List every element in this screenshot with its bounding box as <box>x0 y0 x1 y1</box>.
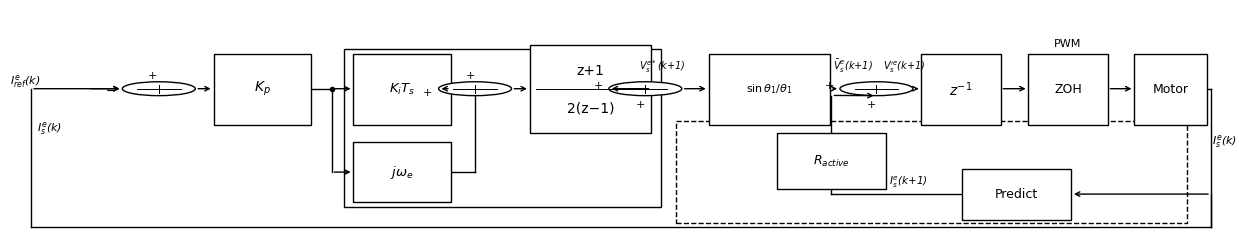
Text: $K_iT_s$: $K_iT_s$ <box>389 82 415 97</box>
Bar <box>343 49 662 207</box>
Text: PWM: PWM <box>1054 39 1082 49</box>
Text: $R_{active}$: $R_{active}$ <box>813 154 850 169</box>
Text: $K_p$: $K_p$ <box>254 80 270 98</box>
Text: $V^{\prime e}_s$(k+1): $V^{\prime e}_s$(k+1) <box>882 59 926 75</box>
Bar <box>1028 54 1108 125</box>
Text: +: + <box>636 100 646 110</box>
Text: $\bar{V}^e_s$(k+1): $\bar{V}^e_s$(k+1) <box>833 58 872 75</box>
Text: $\sin\theta_1/\theta_1$: $\sin\theta_1/\theta_1$ <box>746 82 793 96</box>
Bar <box>709 54 830 125</box>
Bar <box>675 121 1187 223</box>
Bar <box>1135 54 1207 125</box>
Bar <box>922 54 1001 125</box>
Text: +: + <box>867 100 876 110</box>
Text: $j\omega_e$: $j\omega_e$ <box>390 164 414 181</box>
Text: Predict: Predict <box>995 188 1038 201</box>
Text: +: + <box>422 88 432 98</box>
Circle shape <box>608 82 681 96</box>
Text: −: − <box>105 85 116 98</box>
Text: $I^e_s$(k): $I^e_s$(k) <box>37 120 62 137</box>
Bar <box>213 54 311 125</box>
Text: $I^e_{ref}$(k): $I^e_{ref}$(k) <box>10 73 41 90</box>
Text: Motor: Motor <box>1152 83 1188 96</box>
Text: 2(z−1): 2(z−1) <box>567 101 615 115</box>
Bar <box>353 54 451 125</box>
Text: +: + <box>824 81 834 91</box>
Text: +: + <box>466 71 475 81</box>
Bar <box>353 142 451 202</box>
Bar <box>961 169 1070 219</box>
Circle shape <box>123 82 196 96</box>
Circle shape <box>840 82 913 96</box>
Bar <box>530 45 652 133</box>
Text: ZOH: ZOH <box>1054 83 1082 96</box>
Bar <box>777 133 886 189</box>
Text: $z^{-1}$: $z^{-1}$ <box>949 80 973 99</box>
Text: +: + <box>593 81 603 91</box>
Text: z+1: z+1 <box>576 64 605 78</box>
Circle shape <box>439 82 512 96</box>
Text: +: + <box>147 71 157 81</box>
Text: $V^{e*}_s$(k+1): $V^{e*}_s$(k+1) <box>639 58 686 75</box>
Text: $I^e_s$(k): $I^e_s$(k) <box>1212 133 1238 150</box>
Text: $I^e_s$(k+1): $I^e_s$(k+1) <box>890 175 928 190</box>
